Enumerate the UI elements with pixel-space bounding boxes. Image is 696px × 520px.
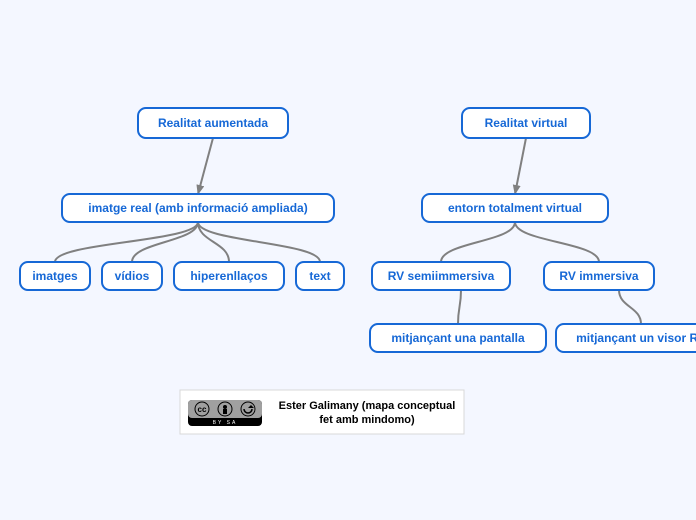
- branch-curve: [515, 222, 599, 262]
- node-entorn: entorn totalment virtual: [422, 194, 608, 222]
- node-pantalla: mitjançant una pantalla: [370, 324, 546, 352]
- svg-text:cc: cc: [198, 405, 207, 414]
- node-img_real: imatge real (amb informació ampliada): [62, 194, 334, 222]
- branch-curve: [198, 222, 320, 262]
- node-ra: Realitat aumentada: [138, 108, 288, 138]
- attribution-line-2: fet amb mindomo): [319, 414, 415, 426]
- cc-label: BY SA: [213, 420, 238, 426]
- mindmap-canvas: Realitat aumentada imatge real (amb infor…: [0, 0, 696, 520]
- node-label: hiperenllaços: [190, 269, 268, 283]
- cc-badge: cc BY SA: [188, 400, 262, 426]
- node-label: Realitat aumentada: [158, 116, 268, 130]
- node-label: RV semiimmersiva: [388, 269, 495, 283]
- node-rv: Realitat virtual: [462, 108, 590, 138]
- branch-curve: [458, 290, 461, 324]
- nodes-layer: Realitat aumentada imatge real (amb infor…: [20, 108, 696, 352]
- node-label: mitjançant una pantalla: [391, 331, 525, 345]
- node-label: vídios: [115, 269, 150, 283]
- node-visor: mitjançant un visor RV: [556, 324, 696, 352]
- node-imatges: imatges: [20, 262, 90, 290]
- attribution-layer: cc BY SA Ester Galimany (mapa conceptual fe…: [180, 390, 464, 434]
- node-label: entorn totalment virtual: [448, 201, 582, 215]
- arrow: [198, 138, 213, 194]
- branch-curve: [619, 290, 641, 324]
- node-imm: RV immersiva: [544, 262, 654, 290]
- branch-curve: [441, 222, 515, 262]
- attribution-line-1: Ester Galimany (mapa conceptual: [279, 400, 456, 412]
- branch-curve: [132, 222, 198, 262]
- node-text: text: [296, 262, 344, 290]
- node-label: text: [309, 269, 330, 283]
- node-videos: vídios: [102, 262, 162, 290]
- node-semi: RV semiimmersiva: [372, 262, 510, 290]
- node-hiper: hiperenllaços: [174, 262, 284, 290]
- node-label: Realitat virtual: [485, 116, 568, 130]
- node-label: imatges: [32, 269, 78, 283]
- node-label: mitjançant un visor RV: [576, 331, 696, 345]
- node-label: imatge real (amb informació ampliada): [88, 201, 307, 215]
- node-label: RV immersiva: [559, 269, 638, 283]
- arrow: [515, 138, 526, 194]
- branch-curve: [55, 222, 198, 262]
- edges-layer: [55, 138, 641, 324]
